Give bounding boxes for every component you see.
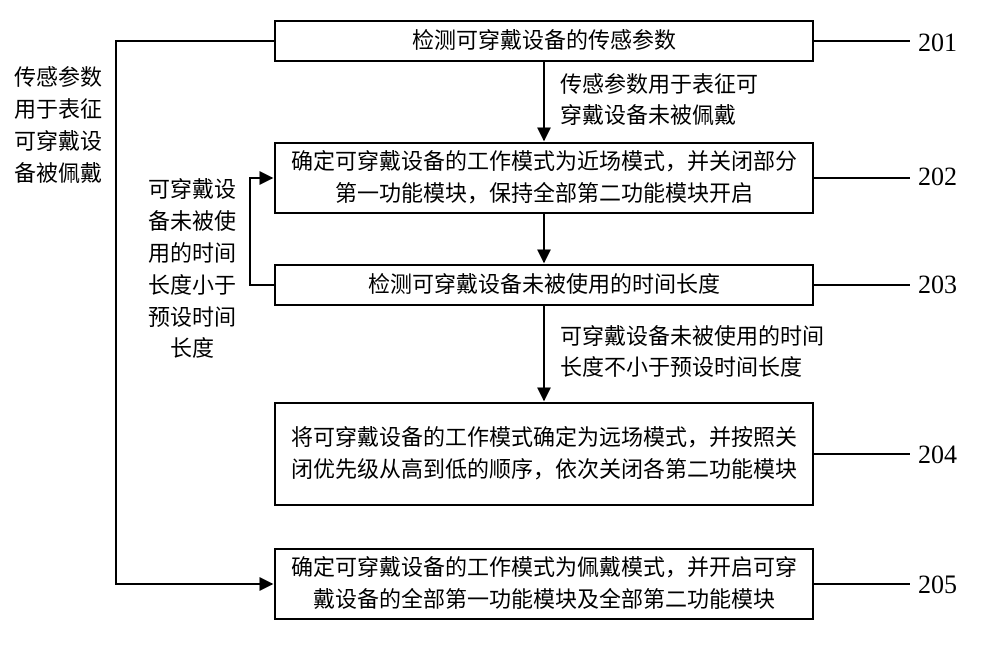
edge-label-3-4: 可穿戴设备未被使用的时间 长度不小于预设时间长度 xyxy=(560,322,824,384)
num-204: 204 xyxy=(918,440,957,470)
node-201-text: 检测可穿戴设备的传感参数 xyxy=(412,25,676,57)
flowchart-canvas: 检测可穿戴设备的传感参数 确定可穿戴设备的工作模式为近场模式，并关闭部分第一功能… xyxy=(0,0,1000,652)
node-201: 检测可穿戴设备的传感参数 xyxy=(274,20,814,62)
node-202: 确定可穿戴设备的工作模式为近场模式，并关闭部分第一功能模块，保持全部第二功能模块… xyxy=(274,142,814,214)
node-203-text: 检测可穿戴设备未被使用的时间长度 xyxy=(368,269,720,301)
side-label-left-top: 传感参数 用于表征 可穿戴设 备被佩戴 xyxy=(14,62,102,190)
edge-label-1-2: 传感参数用于表征可 穿戴设备未被佩戴 xyxy=(560,70,758,132)
node-204-text: 将可穿戴设备的工作模式确定为远场模式，并按照关闭优先级从高到低的顺序，依次关闭各… xyxy=(286,422,802,486)
num-202: 202 xyxy=(918,162,957,192)
side-label-left-mid: 可穿戴设 备未被使 用的时间 长度小于 预设时间 长度 xyxy=(148,174,236,365)
node-203: 检测可穿戴设备未被使用的时间长度 xyxy=(274,264,814,306)
node-205: 确定可穿戴设备的工作模式为佩戴模式，并开启可穿戴设备的全部第一功能模块及全部第二… xyxy=(274,548,814,620)
num-205: 205 xyxy=(918,570,957,600)
num-203: 203 xyxy=(918,270,957,300)
num-201: 201 xyxy=(918,28,957,58)
node-204: 将可穿戴设备的工作模式确定为远场模式，并按照关闭优先级从高到低的顺序，依次关闭各… xyxy=(274,402,814,506)
node-205-text: 确定可穿戴设备的工作模式为佩戴模式，并开启可穿戴设备的全部第一功能模块及全部第二… xyxy=(286,552,802,616)
node-202-text: 确定可穿戴设备的工作模式为近场模式，并关闭部分第一功能模块，保持全部第二功能模块… xyxy=(286,146,802,210)
